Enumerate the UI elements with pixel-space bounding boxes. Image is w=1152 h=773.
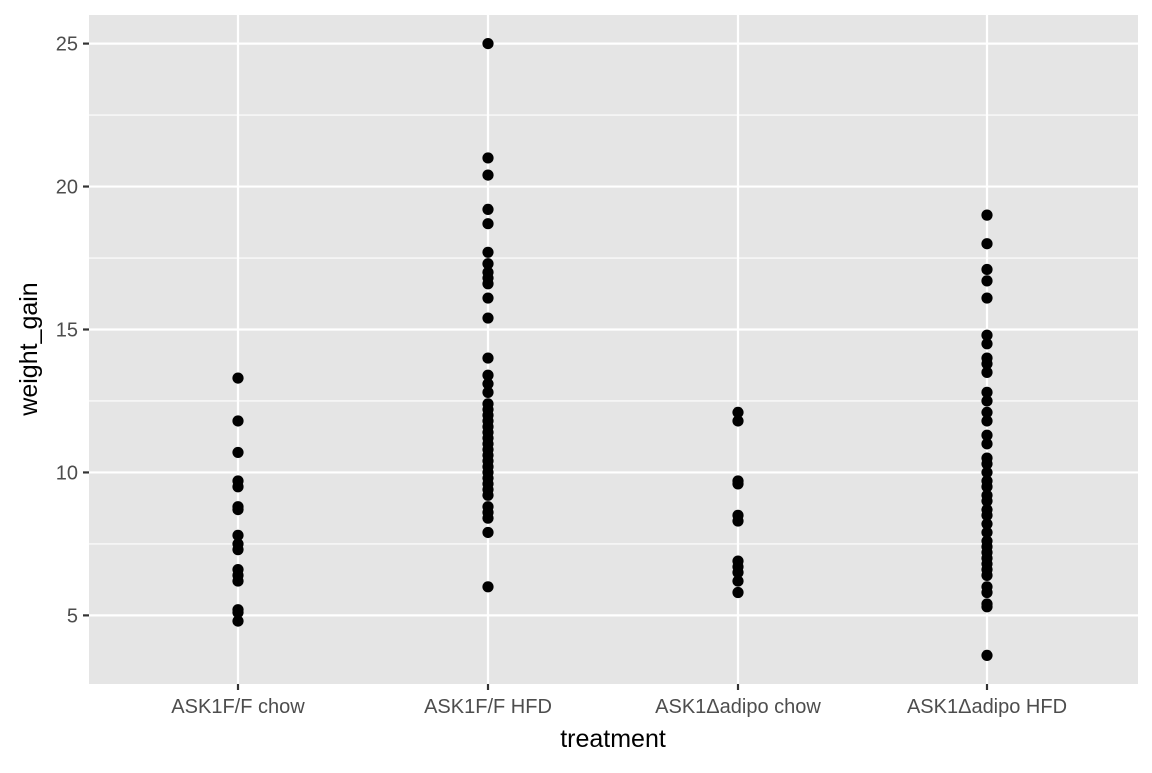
- data-point: [981, 415, 993, 427]
- data-point: [732, 415, 744, 427]
- data-point: [732, 586, 744, 599]
- data-point: [482, 258, 494, 270]
- x-axis: ASK1F/F chow ASK1F/F HFD ASK1Δadipo chow AS…: [171, 684, 1067, 718]
- data-point: [482, 581, 494, 593]
- y-tick-label: 20: [56, 177, 78, 199]
- data-point: [981, 438, 993, 450]
- minor-gridlines: [89, 114, 1138, 545]
- data-point: [732, 406, 744, 418]
- data-point: [482, 386, 494, 398]
- data-point: [232, 481, 244, 493]
- data-point: [981, 429, 993, 441]
- data-point: [981, 518, 993, 530]
- data-point: [732, 515, 744, 527]
- data-point: [482, 352, 494, 364]
- data-point: [482, 489, 494, 501]
- data-point: [981, 275, 993, 287]
- data-point: [482, 246, 494, 258]
- x-tick-label: ASK1F/F HFD: [424, 696, 552, 718]
- data-point: [981, 569, 993, 581]
- data-point: [981, 649, 993, 662]
- data-point: [482, 312, 494, 324]
- data-point: [981, 292, 993, 304]
- data-point: [981, 495, 993, 507]
- data-points: [232, 37, 993, 662]
- y-tick-label: 25: [56, 34, 78, 56]
- data-point: [232, 544, 244, 556]
- data-point: [232, 529, 244, 541]
- data-point: [981, 329, 993, 341]
- data-point: [981, 238, 993, 250]
- data-point: [482, 278, 494, 290]
- data-point: [981, 209, 993, 221]
- data-point: [981, 406, 993, 418]
- y-tick-label: 15: [56, 319, 78, 341]
- data-point: [232, 606, 244, 619]
- data-point: [981, 601, 993, 613]
- y-axis: 5 10 15 20 25: [56, 34, 89, 627]
- data-point: [482, 152, 494, 164]
- data-point: [981, 466, 993, 479]
- x-tick-label: ASK1F/F chow: [171, 696, 305, 718]
- data-point: [482, 292, 494, 304]
- data-point: [981, 509, 993, 521]
- data-point: [232, 504, 244, 516]
- plot-panel: [89, 15, 1138, 684]
- x-axis-title: treatment: [560, 725, 666, 753]
- data-point: [482, 169, 494, 181]
- data-point: [482, 218, 494, 230]
- data-point: [981, 395, 993, 407]
- data-point: [482, 369, 494, 381]
- data-point: [981, 263, 993, 276]
- data-point: [981, 458, 993, 470]
- data-point: [981, 526, 993, 539]
- data-point: [232, 446, 244, 459]
- data-point: [232, 615, 244, 627]
- x-tick-label: ASK1Δadipo chow: [655, 696, 821, 718]
- data-point: [482, 203, 494, 216]
- data-point: [732, 575, 744, 587]
- data-point: [981, 586, 993, 599]
- data-point: [981, 366, 993, 378]
- y-tick-label: 10: [56, 462, 78, 484]
- data-point: [232, 372, 244, 384]
- y-tick-label: 5: [67, 605, 78, 627]
- data-point: [981, 338, 993, 350]
- y-axis-title: weight_gain: [15, 282, 43, 416]
- data-point: [482, 512, 494, 524]
- data-point: [981, 358, 993, 370]
- data-point: [732, 566, 744, 579]
- data-point: [482, 37, 494, 50]
- data-point: [482, 378, 494, 390]
- x-tick-label: ASK1Δadipo HFD: [907, 696, 1067, 718]
- data-point: [232, 415, 244, 427]
- data-point: [232, 575, 244, 587]
- data-point: [732, 478, 744, 490]
- data-point: [482, 526, 494, 539]
- data-point: [981, 386, 993, 398]
- data-point: [981, 481, 993, 493]
